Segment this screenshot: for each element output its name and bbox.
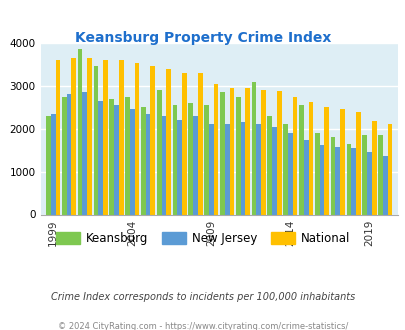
Bar [71,58,76,214]
Bar [98,101,103,214]
Bar [204,105,209,214]
Bar [314,133,319,214]
Text: Keansburg Property Crime Index: Keansburg Property Crime Index [75,31,330,45]
Bar [361,135,366,214]
Bar [220,92,224,214]
Bar [324,107,328,214]
Bar [229,88,234,214]
Bar [330,137,335,214]
Bar [181,73,186,215]
Bar [350,148,355,214]
Bar [130,109,134,214]
Bar [371,120,375,214]
Bar [298,105,303,214]
Bar [287,133,292,214]
Bar [145,114,150,214]
Bar [55,60,60,214]
Bar [125,96,130,214]
Bar [283,124,287,214]
Legend: Keansburg, New Jersey, National: Keansburg, New Jersey, National [51,227,354,250]
Bar [366,152,371,214]
Bar [256,124,260,214]
Bar [156,90,161,214]
Bar [166,70,171,214]
Bar [78,49,82,214]
Bar [345,144,350,214]
Bar [62,96,66,214]
Bar [177,120,181,214]
Bar [271,127,276,214]
Bar [251,82,256,214]
Bar [172,105,177,214]
Bar [387,124,391,214]
Text: © 2024 CityRating.com - https://www.cityrating.com/crime-statistics/: © 2024 CityRating.com - https://www.city… [58,322,347,330]
Bar [141,107,145,214]
Bar [161,116,166,214]
Bar [103,60,107,214]
Bar [382,156,387,215]
Bar [303,140,308,214]
Bar [240,122,245,214]
Bar [51,114,55,214]
Bar [377,135,382,214]
Bar [193,116,197,214]
Bar [245,88,249,214]
Bar [87,58,92,214]
Bar [46,116,51,214]
Bar [267,116,271,214]
Bar [188,103,193,214]
Bar [82,92,87,214]
Bar [355,112,360,214]
Bar [235,96,240,214]
Bar [260,90,265,214]
Bar [93,67,98,214]
Bar [335,147,339,214]
Bar [308,102,313,214]
Bar [66,94,71,214]
Bar [209,124,213,214]
Bar [114,105,119,214]
Bar [119,60,123,214]
Bar [150,67,155,214]
Text: Crime Index corresponds to incidents per 100,000 inhabitants: Crime Index corresponds to incidents per… [51,292,354,302]
Bar [109,99,114,214]
Bar [276,91,281,214]
Bar [197,73,202,215]
Bar [213,83,218,214]
Bar [224,124,229,214]
Bar [339,109,344,214]
Bar [319,145,324,214]
Bar [292,97,297,214]
Bar [134,63,139,214]
